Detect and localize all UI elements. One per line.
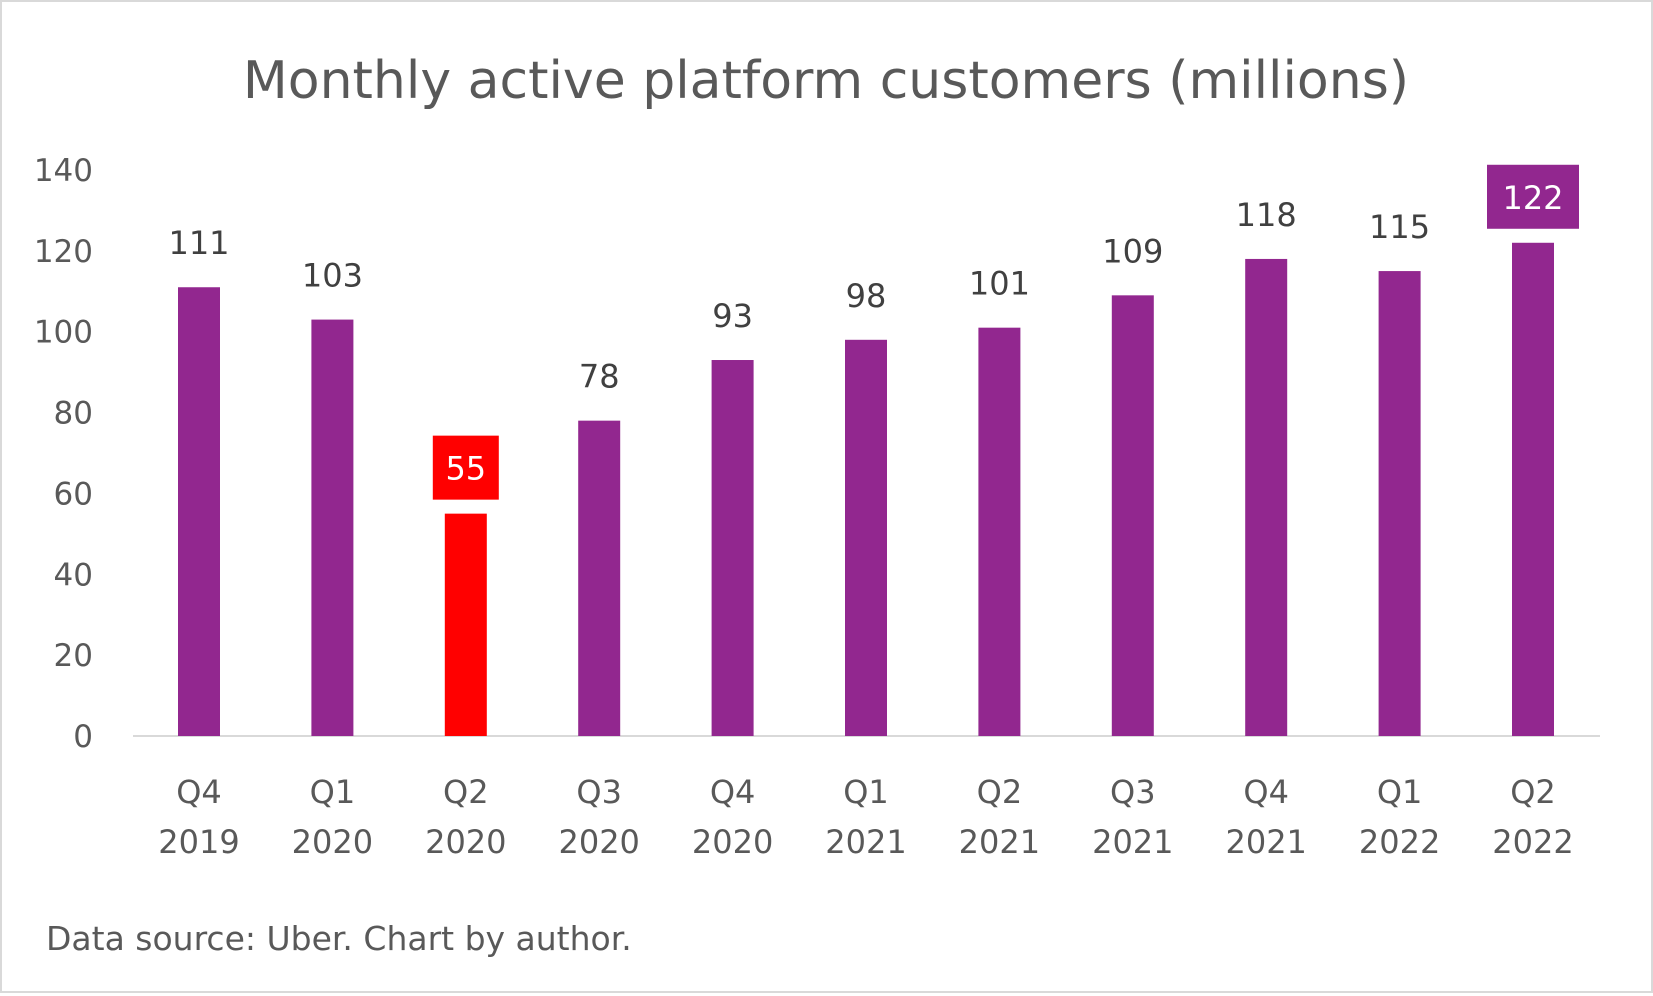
- x-tick-label-year: 2022: [1359, 823, 1440, 861]
- x-tick-label-quarter: Q2: [977, 773, 1023, 811]
- x-tick-label-quarter: Q3: [1110, 773, 1156, 811]
- x-tick-label-quarter: Q2: [443, 773, 489, 811]
- data-label-box: [1487, 164, 1579, 229]
- x-tick-label-quarter: Q4: [176, 773, 222, 811]
- bar: [444, 513, 487, 736]
- x-tick-label-quarter: Q4: [1243, 773, 1289, 811]
- bar: [845, 339, 887, 736]
- chart-title: Monthly active platform customers (milli…: [243, 51, 1409, 111]
- data-label: 122: [1502, 179, 1563, 217]
- x-tick-label-year: 2021: [825, 823, 906, 861]
- x-tick-label-year: 2020: [425, 823, 506, 861]
- y-tick-label: 40: [54, 557, 93, 593]
- x-tick-label-quarter: Q2: [1510, 773, 1556, 811]
- x-tick-label-year: 2020: [558, 823, 639, 861]
- data-label: 103: [302, 257, 363, 295]
- y-tick-label: 120: [34, 234, 93, 270]
- x-tick-label-year: 2022: [1492, 823, 1573, 861]
- data-label-box: [432, 435, 499, 500]
- data-label: 118: [1236, 196, 1297, 234]
- bar: [1512, 242, 1554, 736]
- y-tick-label: 0: [73, 719, 93, 755]
- bar: [978, 327, 1021, 736]
- x-tick-label-year: 2021: [1225, 823, 1306, 861]
- bar: [311, 319, 354, 736]
- data-label: 101: [969, 265, 1030, 303]
- x-tick-label-year: 2021: [1092, 823, 1173, 861]
- data-label: 111: [168, 224, 229, 262]
- bar: [1111, 295, 1154, 736]
- bar: [578, 420, 621, 736]
- data-label: 93: [712, 297, 753, 335]
- y-tick-label: 60: [54, 476, 93, 512]
- y-tick-label: 100: [34, 315, 93, 351]
- x-tick-label-quarter: Q3: [576, 773, 622, 811]
- bar: [178, 287, 220, 736]
- bar: [1245, 258, 1288, 736]
- y-tick-label: 80: [54, 396, 93, 432]
- data-label: 55: [445, 450, 486, 488]
- data-label: 98: [846, 277, 887, 315]
- source-note: Data source: Uber. Chart by author.: [46, 919, 632, 958]
- data-label: 78: [579, 358, 620, 396]
- x-tick-label-year: 2020: [692, 823, 773, 861]
- bar: [711, 360, 754, 736]
- x-tick-label-quarter: Q1: [1377, 773, 1423, 811]
- data-label: 109: [1102, 232, 1163, 270]
- data-label: 115: [1369, 208, 1430, 246]
- x-tick-label-quarter: Q1: [843, 773, 889, 811]
- x-tick-label-quarter: Q4: [710, 773, 756, 811]
- x-tick-label-year: 2020: [292, 823, 373, 861]
- y-tick-label: 20: [54, 638, 93, 674]
- x-tick-label-quarter: Q1: [310, 773, 356, 811]
- x-tick-label-year: 2021: [959, 823, 1040, 861]
- x-tick-label-year: 2019: [158, 823, 239, 861]
- y-tick-label: 140: [34, 153, 93, 189]
- bar: [1378, 271, 1421, 736]
